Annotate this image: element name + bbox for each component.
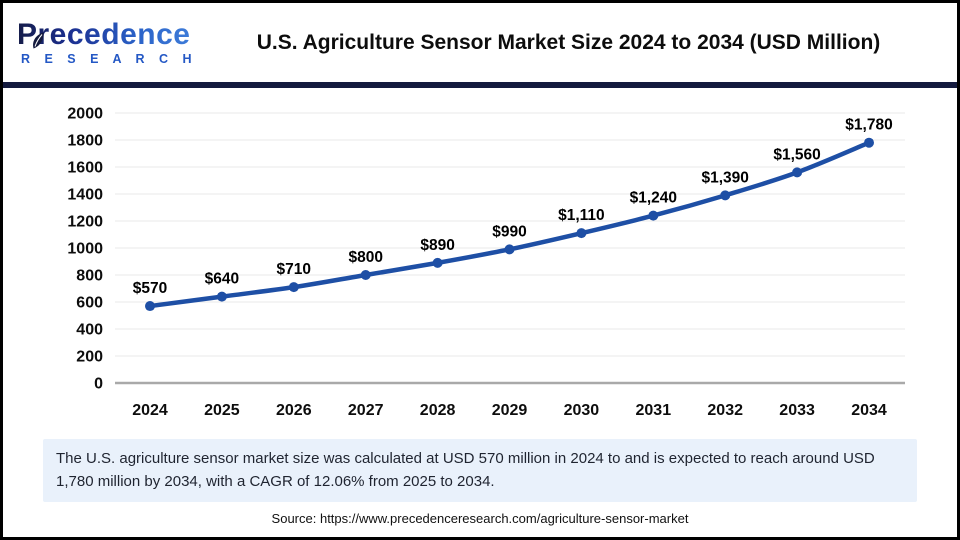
x-tick-label-2027: 2027	[348, 402, 384, 419]
data-point-2033	[792, 167, 803, 178]
y-tick-label-1400: 1400	[67, 187, 103, 204]
x-tick-label-2028: 2028	[420, 402, 456, 419]
data-label-2032: $1,390	[701, 169, 748, 186]
logo-brand-text: Precedence	[17, 17, 191, 51]
data-label-2029: $990	[492, 223, 526, 240]
market-size-line-chart: 0 200 400 600 800 1000 1200 1400 1600 1800 2000 202…	[67, 106, 905, 419]
y-tick-label-600: 600	[76, 295, 103, 312]
source-line: Source: https://www.precedenceresearch.c…	[271, 511, 689, 526]
data-label-2028: $890	[420, 237, 454, 254]
data-label-2031: $1,240	[630, 190, 677, 207]
data-label-2030: $1,110	[558, 207, 605, 224]
data-point-2026	[288, 282, 299, 293]
y-tick-label-1800: 1800	[67, 133, 103, 150]
summary-text: The U.S. agriculture sensor market size …	[56, 450, 875, 490]
header: Precedence R E S E A R C H U.S. Agricult…	[3, 3, 957, 82]
data-label-2033: $1,560	[773, 146, 820, 163]
x-tick-label-2032: 2032	[707, 402, 743, 419]
x-tick-label-2034: 2034	[851, 402, 887, 419]
x-tick-label-2024: 2024	[132, 402, 168, 419]
header-divider	[3, 82, 957, 88]
data-label-2025: $640	[205, 271, 239, 288]
summary-box: The U.S. agriculture sensor market size …	[43, 439, 917, 502]
data-point-2031	[648, 210, 659, 221]
y-tick-label-0: 0	[94, 376, 103, 393]
y-tick-label-1200: 1200	[67, 214, 103, 231]
x-tick-label-2031: 2031	[636, 402, 672, 419]
data-label-2024: $570	[133, 280, 167, 297]
logo-sub-text: R E S E A R C H	[21, 51, 198, 66]
x-tick-label-2029: 2029	[492, 402, 528, 419]
x-tick-label-2033: 2033	[779, 402, 815, 419]
data-point-2024	[145, 301, 155, 312]
data-point-2028	[432, 257, 443, 268]
data-label-2034: $1,780	[845, 117, 892, 134]
data-label-2027: $800	[348, 249, 382, 266]
data-point-2034	[864, 137, 874, 148]
chart-area: 0 200 400 600 800 1000 1200 1400 1600 1800 2000 202…	[3, 88, 957, 438]
y-tick-label-1000: 1000	[67, 241, 103, 258]
x-tick-label-2026: 2026	[276, 402, 312, 419]
y-tick-label-800: 800	[76, 268, 103, 285]
data-point-2027	[360, 270, 371, 280]
data-point-2030	[576, 228, 587, 239]
data-label-2026: $710	[277, 261, 311, 278]
y-tick-label-2000: 2000	[67, 106, 103, 123]
y-tick-label-200: 200	[76, 349, 103, 366]
y-tick-label-1600: 1600	[67, 160, 103, 177]
x-tick-label-2030: 2030	[564, 402, 600, 419]
precedence-research-logo: Precedence R E S E A R C H	[17, 17, 202, 66]
chart-title: U.S. Agriculture Sensor Market Size 2024…	[256, 30, 881, 54]
data-point-2025	[216, 291, 227, 302]
y-tick-label-400: 400	[76, 322, 103, 339]
data-point-2032	[720, 190, 731, 201]
data-point-2029	[504, 244, 515, 255]
x-tick-label-2025: 2025	[204, 402, 240, 419]
